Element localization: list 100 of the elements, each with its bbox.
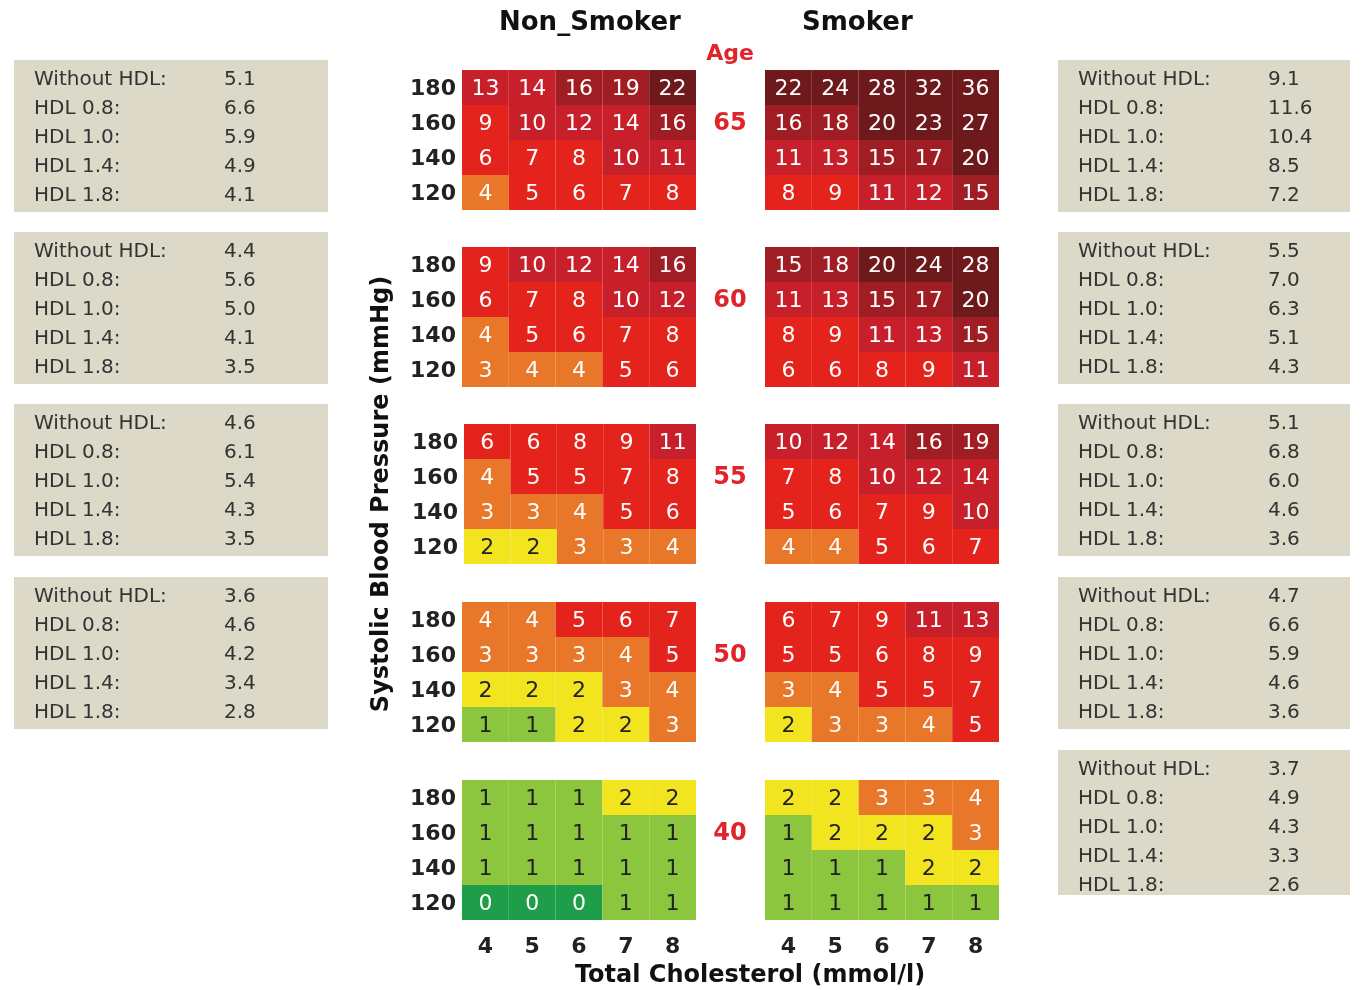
data-label: 14 — [961, 464, 990, 489]
data-label: 8 — [828, 464, 843, 489]
text: Without HDL: — [1078, 582, 1212, 609]
data-label: 24 — [821, 75, 850, 100]
text: Without HDL: — [1078, 755, 1212, 782]
data-label: 14 — [611, 252, 640, 277]
text: 3.6 — [1268, 525, 1300, 552]
data-label: 2 — [618, 785, 633, 810]
data-label: 1 — [525, 712, 540, 737]
data-label: 11 — [961, 357, 990, 382]
data-label: 1 — [781, 855, 796, 880]
data-label: 16 — [565, 75, 593, 100]
text: HDL 0.8: — [1078, 784, 1166, 811]
data-label: 28 — [868, 75, 896, 100]
text: 5.6 — [224, 266, 256, 293]
text: 7.2 — [1268, 181, 1300, 208]
data-label: 12 — [914, 180, 943, 205]
data-label: 10 — [611, 145, 640, 170]
y-tick-label: 160 — [412, 464, 458, 489]
chart-title: Smoker — [802, 6, 913, 36]
y-axis-title: Systolic Blood Pressure (mmHg) — [366, 275, 394, 713]
text: 6.1 — [224, 438, 256, 465]
text: HDL 0.8: — [34, 94, 122, 121]
data-label: 5 — [525, 322, 540, 347]
data-label: 7 — [525, 145, 540, 170]
data-label: 5 — [875, 534, 889, 559]
text: HDL 1.4: — [1078, 669, 1166, 696]
y-tick-label: 120 — [412, 534, 458, 559]
data-label: 4 — [665, 677, 680, 702]
text: HDL 0.8: — [1078, 266, 1166, 293]
text: 50 — [713, 640, 747, 668]
text: 4.3 — [1268, 353, 1300, 380]
x-tick-label: 6 — [571, 932, 587, 958]
text: HDL 1.8: — [1078, 181, 1166, 208]
data-label: 4 — [478, 322, 493, 347]
data-label: 8 — [921, 642, 936, 667]
data-label: 7 — [968, 677, 983, 702]
data-label: 1 — [525, 785, 540, 810]
y-tick-label: 140 — [412, 499, 458, 524]
data-label: 7 — [665, 607, 680, 632]
text: 5.4 — [224, 467, 256, 494]
text: 5.0 — [224, 295, 256, 322]
text: HDL 1.0: — [1078, 813, 1166, 840]
data-label: 2 — [968, 855, 983, 880]
data-label: 1 — [968, 890, 983, 915]
data-label: 9 — [921, 499, 936, 524]
data-label: 4 — [665, 534, 680, 559]
data-label: 13 — [471, 75, 500, 100]
data-label: 9 — [828, 180, 843, 205]
x-tick-label: 7 — [921, 932, 937, 958]
data-label: 13 — [914, 322, 943, 347]
data-label: 16 — [658, 252, 687, 277]
data-label: 4 — [781, 534, 796, 559]
data-label: 5 — [781, 642, 796, 667]
data-label: 10 — [961, 499, 990, 524]
data-label: 4 — [828, 534, 843, 559]
data-label: 2 — [781, 712, 796, 737]
data-label: 3 — [480, 499, 495, 524]
y-tick-label: 180 — [410, 75, 456, 100]
data-label: 2 — [828, 820, 843, 845]
text: HDL 1.0: — [34, 123, 122, 150]
x-axis-title: Total Cholesterol (mmol/l) — [574, 960, 926, 988]
text: HDL 0.8: — [34, 438, 122, 465]
data-label: 8 — [781, 180, 796, 205]
data-label: 9 — [828, 322, 843, 347]
data-label: 15 — [868, 145, 896, 170]
data-label: 2 — [572, 677, 586, 702]
data-label: 19 — [961, 429, 990, 454]
text: 5.1 — [224, 65, 256, 92]
text: 4.9 — [224, 152, 256, 179]
data-label: 3 — [478, 642, 493, 667]
data-label: 11 — [658, 429, 687, 454]
data-label: 24 — [914, 252, 943, 277]
data-label: 3 — [572, 642, 586, 667]
text: HDL 1.8: — [34, 181, 122, 208]
y-tick-label: 140 — [410, 322, 456, 347]
data-label: 3 — [665, 712, 680, 737]
data-label: 36 — [961, 75, 990, 100]
text: 11.6 — [1268, 94, 1313, 121]
text: 5.1 — [1268, 409, 1300, 436]
text: 4.6 — [224, 409, 256, 436]
data-label: 1 — [572, 785, 586, 810]
data-label: 3 — [525, 642, 540, 667]
data-label: 12 — [565, 110, 593, 135]
text: HDL 1.8: — [1078, 698, 1166, 725]
data-label: 1 — [921, 890, 936, 915]
data-label: 20 — [961, 287, 990, 312]
data-label: 10 — [518, 252, 547, 277]
data-label: 5 — [619, 499, 634, 524]
data-label: 3 — [781, 677, 796, 702]
data-label: 6 — [921, 534, 936, 559]
data-label: 1 — [781, 820, 796, 845]
text: Without HDL: — [1078, 237, 1212, 264]
text: HDL 0.8: — [34, 266, 122, 293]
data-label: 20 — [868, 110, 896, 135]
x-tick-label: 5 — [827, 932, 843, 958]
data-label: 1 — [665, 890, 680, 915]
data-label: 8 — [875, 357, 889, 382]
text: 4.3 — [224, 496, 256, 523]
x-tick-label: 7 — [618, 932, 634, 958]
